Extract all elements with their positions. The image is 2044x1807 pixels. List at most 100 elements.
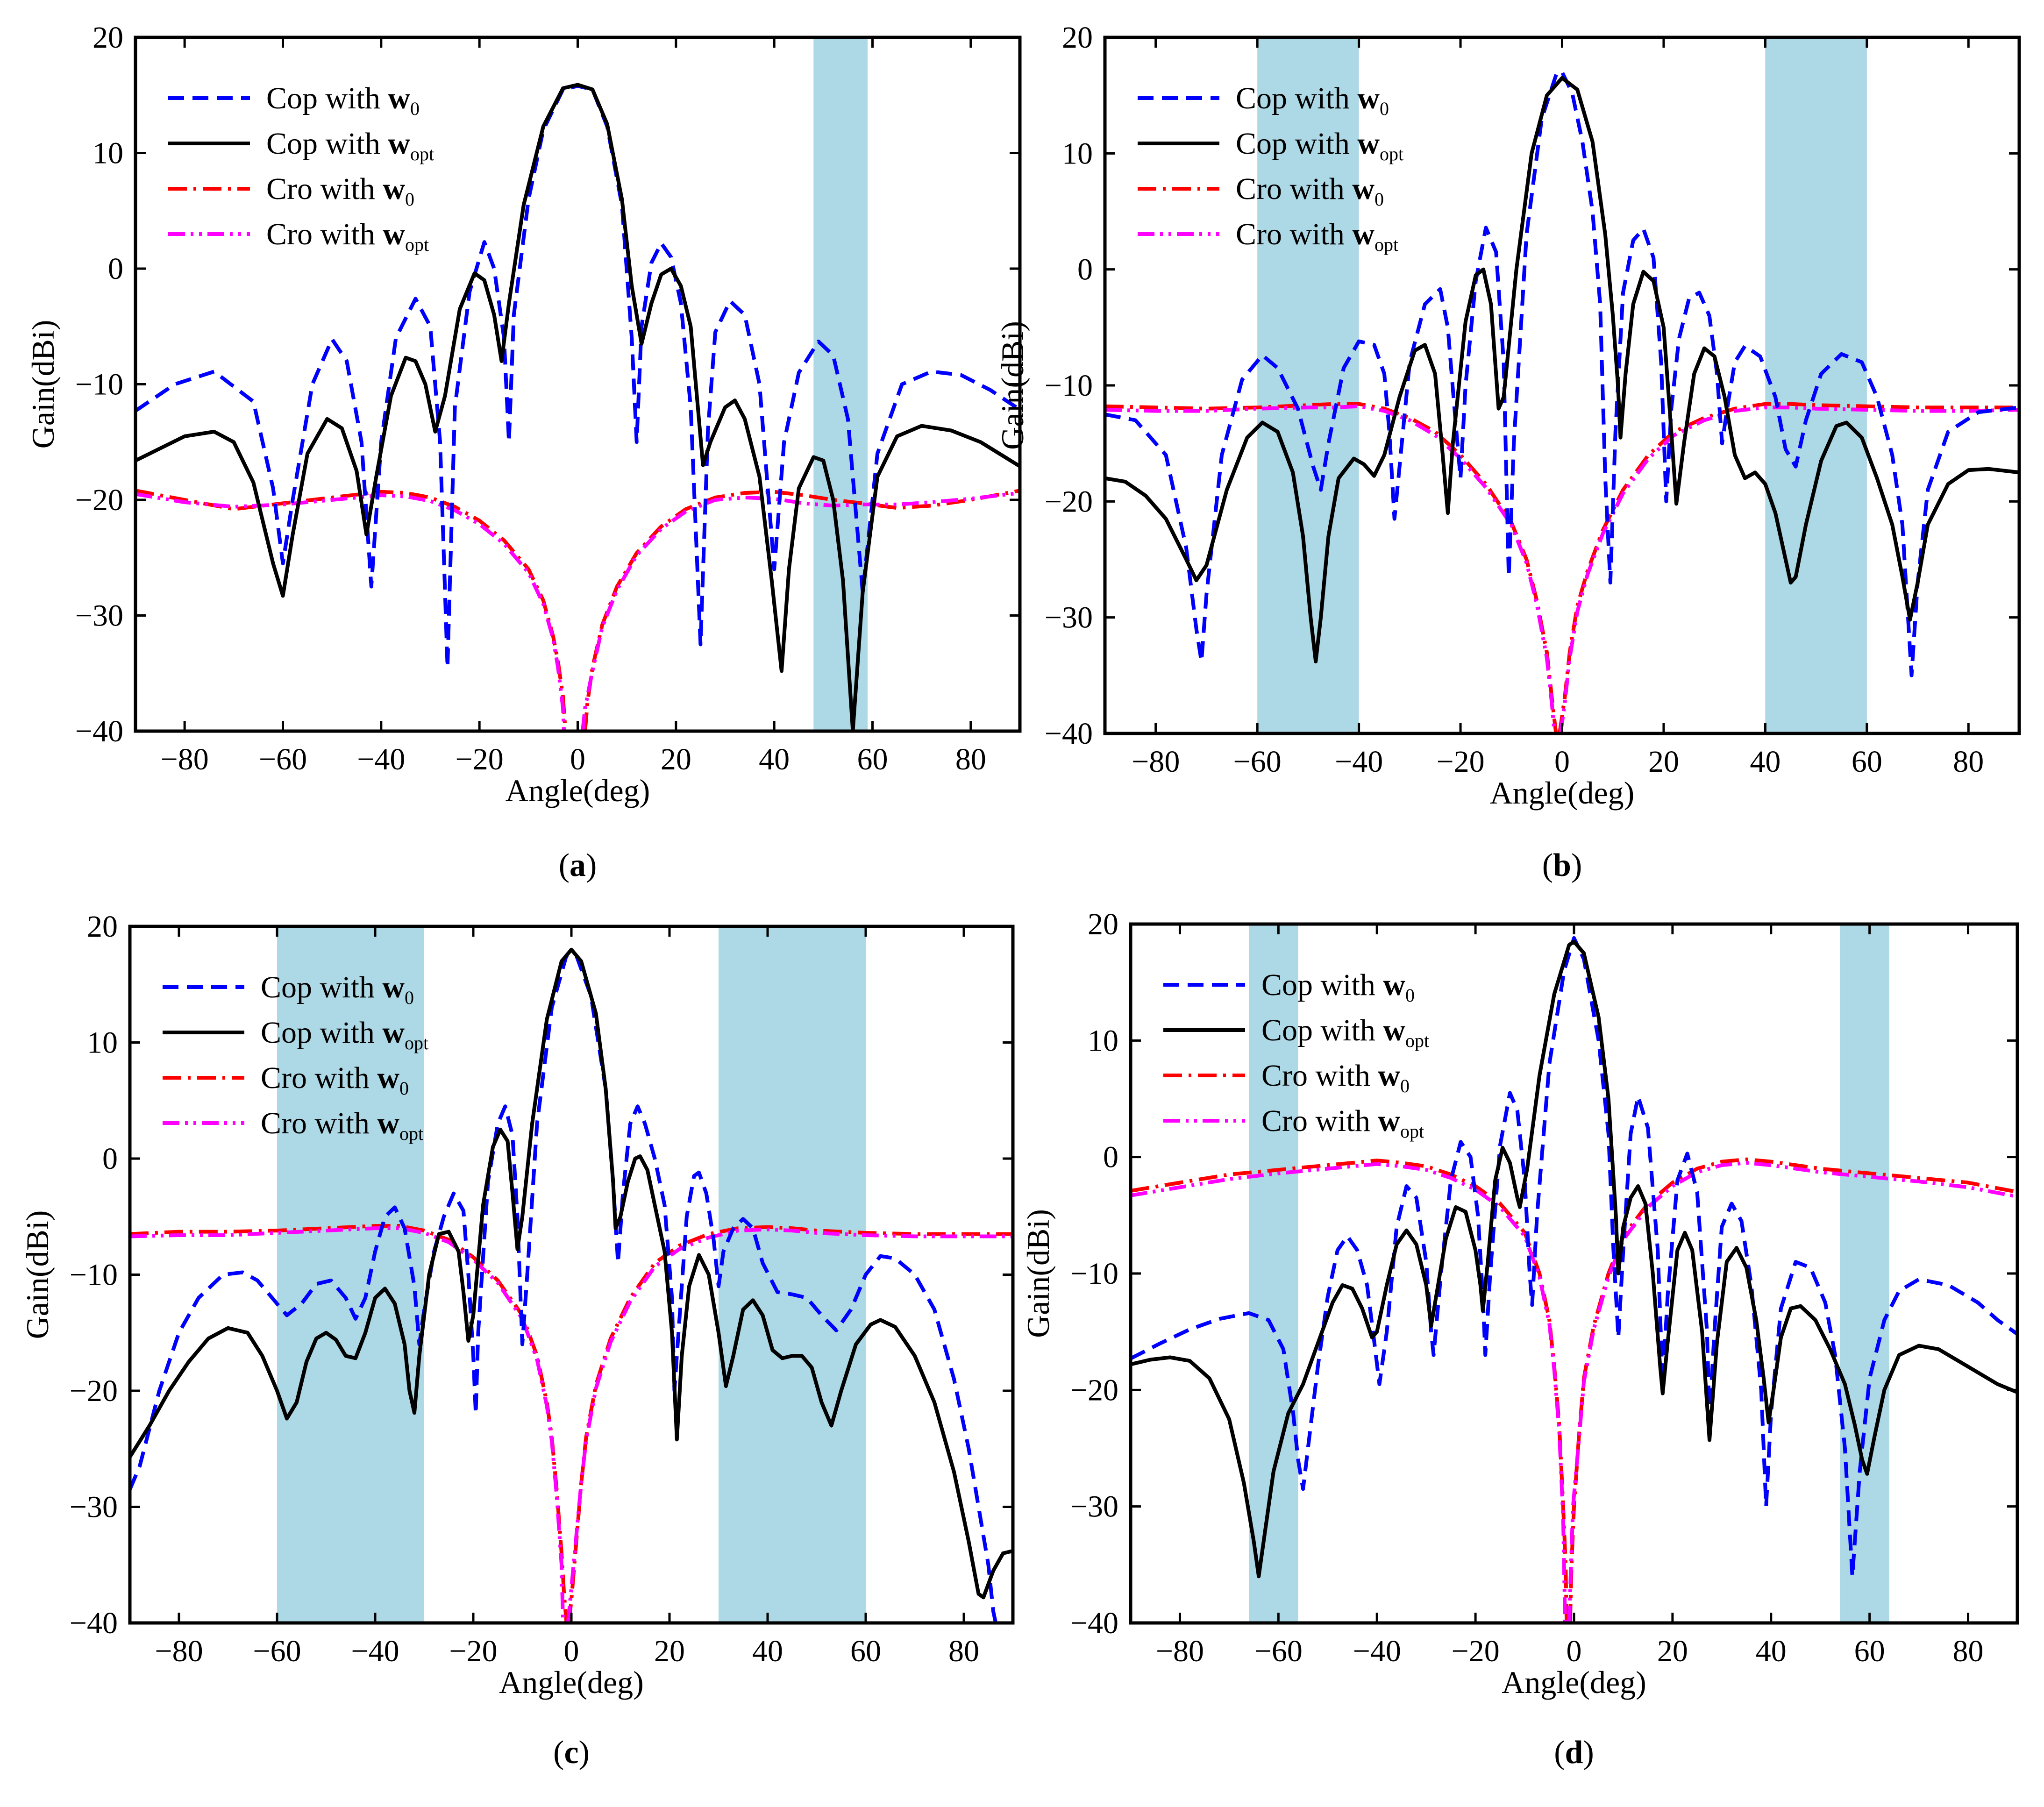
x-tick-label: −80: [155, 1634, 203, 1668]
legend-label: Cop with wopt: [1236, 127, 1403, 164]
series-cro-w0-line: [135, 489, 568, 731]
y-tick-label: −40: [1045, 717, 1093, 751]
series-cop-w0-line: [1131, 936, 2017, 1579]
x-tick-label: 20: [1648, 745, 1679, 779]
x-tick-label: 80: [1953, 1634, 1984, 1668]
y-tick-label: 10: [1088, 1024, 1118, 1058]
y-tick-label: 20: [1088, 907, 1118, 941]
x-tick-label: 40: [1750, 745, 1780, 779]
x-tick-label: −40: [1335, 745, 1383, 779]
x-tick-label: −80: [161, 742, 209, 776]
plot-curves: [1105, 70, 2019, 733]
x-axis-label: Angle(deg): [1502, 1665, 1646, 1700]
y-tick-label: −20: [75, 483, 123, 517]
x-tick-label: −40: [357, 742, 405, 776]
y-tick-label: −10: [1045, 369, 1093, 403]
series-cop-wopt-line: [1105, 76, 2019, 663]
legend-label: Cro with w0: [1261, 1059, 1410, 1096]
chart-panel-c: −80 −60 −40 −20 0 20 40 60 80 20 10 0 −10 −20 −30 −40 An…: [20, 910, 1015, 1771]
x-tick-label: 60: [1854, 1634, 1885, 1668]
y-axis-label: Gain(dBi): [1020, 1209, 1056, 1338]
y-tick-label: −20: [1070, 1373, 1118, 1407]
y-tick-label: 10: [87, 1026, 118, 1060]
y-tick-label: −30: [70, 1490, 118, 1524]
legend-label: Cop with w0: [266, 81, 420, 119]
y-tick-label: 0: [108, 252, 123, 286]
series-cop-wopt-line: [130, 947, 1013, 1600]
series-cop-wopt-line: [1131, 939, 2017, 1579]
x-tick-label: 40: [759, 742, 790, 776]
chart-panel-d: −80 −60 −40 −20 0 20 40 60 80 20 10 0 −10 −20 −30 −40 An…: [1020, 907, 2019, 1771]
legend: Cop with w0 Cop with wopt Cro with w0 Cro w…: [1163, 968, 1429, 1142]
shaded-band: [1249, 924, 1298, 1623]
shaded-band: [277, 926, 424, 1623]
series-cop-w0-line: [130, 953, 998, 1623]
plot-curves: [130, 947, 1013, 1623]
x-tick-label: −40: [1353, 1634, 1401, 1668]
x-tick-label: −60: [1254, 1634, 1303, 1668]
y-axis-label: Gain(dBi): [20, 1210, 55, 1339]
y-tick-label: −30: [1045, 601, 1093, 635]
x-tick-label: 20: [654, 1634, 685, 1668]
series-cro-wopt-line: [566, 1227, 1013, 1623]
legend-label: Cop with wopt: [266, 127, 434, 164]
y-tick-label: 0: [102, 1142, 118, 1176]
series-cro-wopt-line: [130, 1226, 565, 1623]
x-axis-label: Angle(deg): [499, 1665, 644, 1700]
x-tick-label: −20: [1451, 1634, 1499, 1668]
x-tick-label: −60: [253, 1634, 301, 1668]
y-tick-label: 10: [93, 136, 123, 171]
legend-label: Cro with w0: [266, 172, 414, 210]
y-tick-label: 0: [1103, 1140, 1118, 1174]
legend-label: Cop with w0: [261, 970, 414, 1008]
series-cop-w0-line: [135, 84, 1020, 669]
series-cro-wopt-line: [135, 492, 566, 731]
panel-caption: (b): [1542, 847, 1582, 883]
y-tick-label: −20: [70, 1374, 118, 1408]
series-cro-wopt-line: [1559, 406, 2019, 733]
legend: Cop with w0 Cop with wopt Cro with w0 Cro w…: [163, 970, 428, 1144]
y-tick-label: −20: [1045, 484, 1093, 519]
x-tick-label: −20: [449, 1634, 497, 1668]
legend-label: Cro with wopt: [266, 217, 429, 255]
x-tick-label: −80: [1132, 745, 1180, 779]
panel-caption: (a): [559, 847, 597, 883]
series-cro-w0-line: [583, 489, 1020, 731]
x-tick-label: 0: [564, 1634, 579, 1668]
y-tick-label: −10: [1070, 1257, 1118, 1291]
x-tick-label: −20: [1436, 745, 1484, 779]
series-cop-w0-line: [1105, 70, 2019, 677]
x-tick-label: 60: [1852, 745, 1882, 779]
x-tick-label: −40: [351, 1634, 399, 1668]
y-tick-label: −10: [75, 368, 123, 402]
legend-label: Cro with wopt: [1236, 217, 1398, 255]
x-tick-label: 60: [850, 1634, 881, 1668]
panel-caption: (d): [1554, 1735, 1594, 1771]
x-tick-label: 0: [1567, 1634, 1582, 1668]
plot-curves: [135, 83, 1020, 731]
x-tick-label: 0: [570, 742, 585, 776]
y-tick-label: −40: [70, 1606, 118, 1640]
legend-label: Cop with wopt: [1261, 1013, 1429, 1051]
y-axis-label: Gain(dBi): [25, 320, 61, 449]
legend-label: Cop with w0: [1261, 968, 1415, 1006]
x-tick-label: −80: [1156, 1634, 1204, 1668]
x-tick-label: 20: [661, 742, 691, 776]
legend-label: Cro with wopt: [261, 1106, 423, 1144]
legend-label: Cro with w0: [261, 1061, 409, 1099]
y-tick-label: −40: [1070, 1606, 1118, 1640]
legend: Cop with w0 Cop with wopt Cro with w0 Cro w…: [1138, 81, 1403, 255]
series-cro-w0-line: [1568, 1157, 2017, 1623]
x-tick-label: 80: [948, 1634, 979, 1668]
series-cro-wopt-line: [1567, 1161, 2017, 1623]
legend-label: Cop with w0: [1236, 81, 1389, 119]
series-cro-w0-line: [1131, 1159, 1569, 1623]
legend-label: Cop with wopt: [261, 1016, 428, 1053]
x-tick-label: 60: [857, 742, 888, 776]
plot-curves: [1131, 936, 2017, 1623]
x-tick-label: 0: [1554, 745, 1570, 779]
legend-label: Cro with w0: [1236, 172, 1384, 210]
chart-panel-b: −80 −60 −40 −20 0 20 40 60 80 20 10 0 −10 −20 −30 −40 An…: [995, 21, 2021, 883]
shaded-band: [719, 926, 866, 1623]
